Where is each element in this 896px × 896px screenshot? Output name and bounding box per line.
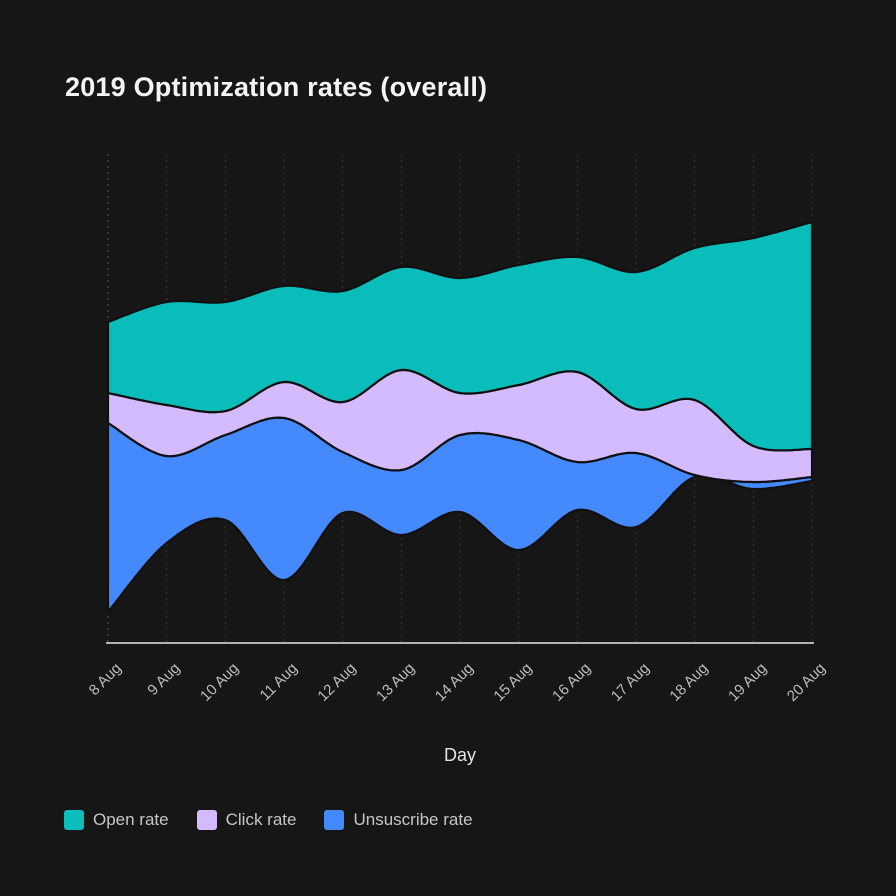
svg-text:16 Aug: 16 Aug (549, 660, 594, 705)
svg-text:14 Aug: 14 Aug (432, 660, 477, 705)
svg-text:10 Aug: 10 Aug (197, 660, 242, 705)
legend-label-unsuscribe-rate: Unsuscribe rate (353, 810, 473, 829)
legend-item-unsuscribe-rate[interactable]: Unsuscribe rate (324, 810, 473, 830)
legend-item-open-rate[interactable]: Open rate (64, 810, 169, 830)
svg-text:13 Aug: 13 Aug (373, 660, 418, 705)
svg-text:18 Aug: 18 Aug (666, 660, 711, 705)
svg-text:11 Aug: 11 Aug (257, 660, 301, 704)
legend: Open rate Click rate Unsuscribe rate (64, 810, 473, 830)
legend-label-open-rate: Open rate (93, 810, 169, 829)
legend-swatch-click-rate (196, 810, 217, 830)
x-axis-title: Day (443, 745, 476, 765)
legend-item-click-rate[interactable]: Click rate (196, 810, 297, 830)
svg-text:12 Aug: 12 Aug (314, 660, 359, 705)
legend-label-click-rate: Click rate (225, 810, 297, 829)
svg-text:15 Aug: 15 Aug (490, 660, 535, 705)
legend-swatch-unsuscribe-rate (324, 810, 345, 830)
chart-title: 2019 Optimization rates (overall) (65, 72, 488, 102)
svg-text:20 Aug: 20 Aug (784, 660, 829, 705)
svg-text:19 Aug: 19 Aug (725, 660, 770, 705)
svg-text:8 Aug: 8 Aug (86, 660, 125, 699)
legend-swatch-open-rate (64, 810, 84, 830)
svg-text:17 Aug: 17 Aug (608, 660, 653, 705)
svg-text:9 Aug: 9 Aug (144, 660, 183, 699)
